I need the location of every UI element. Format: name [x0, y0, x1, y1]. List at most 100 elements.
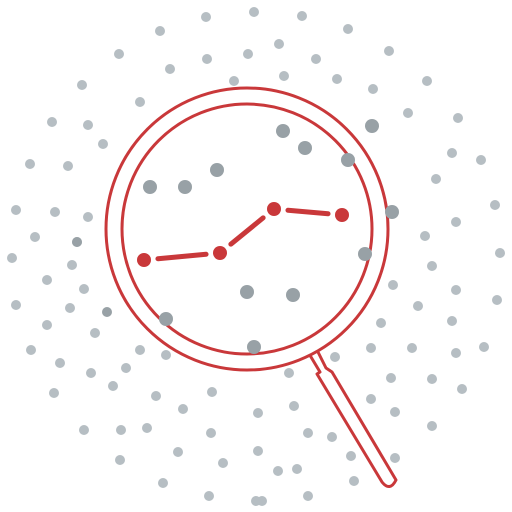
scatter-dot: [279, 71, 289, 81]
scatter-dot: [151, 391, 161, 401]
line-chart-icon: [137, 202, 349, 267]
scatter-dot: [311, 54, 321, 64]
scatter-dot: [403, 108, 413, 118]
scatter-dot: [55, 358, 65, 368]
scatter-dot: [115, 455, 125, 465]
scatter-dot: [476, 155, 486, 165]
scatter-dot: [420, 231, 430, 241]
scatter-dot: [83, 120, 93, 130]
scatter-dot: [121, 363, 131, 373]
scatter-dot: [492, 295, 502, 305]
scatter-dot: [327, 432, 337, 442]
scatter-dot: [79, 425, 89, 435]
scatter-dot: [25, 159, 35, 169]
chart-line-segment: [155, 251, 209, 262]
scatter-dot: [390, 453, 400, 463]
scatter-dot: [77, 80, 87, 90]
scatter-dot: [63, 161, 73, 171]
scatter-dot: [249, 7, 259, 17]
scatter-dot: [386, 373, 396, 383]
scatter-dot: [204, 491, 214, 501]
scatter-dot: [330, 352, 340, 362]
scatter-dot: [495, 248, 505, 258]
scatter-dot: [257, 496, 267, 506]
scatter-dot: [274, 39, 284, 49]
scatter-dot: [490, 200, 500, 210]
magnified-dot: [247, 340, 261, 354]
scatter-dot: [50, 207, 60, 217]
magnified-dot: [385, 205, 399, 219]
scatter-dot: [346, 451, 356, 461]
magnified-dot: [365, 119, 379, 133]
scatter-dot: [155, 26, 165, 36]
scatter-dot: [83, 212, 93, 222]
scatter-dot: [202, 54, 212, 64]
scatter-dot: [173, 447, 183, 457]
magnified-dot: [358, 247, 372, 261]
scatter-dot: [201, 12, 211, 22]
scatter-dot: [407, 343, 417, 353]
scatter-dots-magnified: [143, 119, 399, 354]
scatter-dot: [98, 139, 108, 149]
scatter-dot: [343, 24, 353, 34]
scatter-dot: [229, 76, 239, 86]
scatter-dot: [427, 374, 437, 384]
scatter-dot: [218, 458, 228, 468]
magnified-dot: [298, 141, 312, 155]
scatter-dot: [284, 368, 294, 378]
scatter-dot: [11, 300, 21, 310]
scatter-dot: [451, 217, 461, 227]
scatter-dot: [114, 49, 124, 59]
scatter-dot: [366, 343, 376, 353]
scatter-dot: [30, 232, 40, 242]
magnified-dot: [276, 124, 290, 138]
scatter-dot: [135, 97, 145, 107]
scatter-dot: [47, 117, 57, 127]
magnified-dot: [210, 163, 224, 177]
scatter-dot: [7, 253, 17, 263]
chart-line-segment: [285, 207, 331, 217]
scatter-dot: [49, 388, 59, 398]
scatter-dot: [479, 342, 489, 352]
chart-point: [267, 202, 281, 216]
scatter-dot: [366, 394, 376, 404]
magnified-dot: [178, 180, 192, 194]
scatter-dots-background: [7, 7, 505, 506]
scatter-dot: [457, 384, 467, 394]
scatter-dot: [390, 407, 400, 417]
scatter-dot: [422, 76, 432, 86]
magnifier-handle: [306, 346, 398, 488]
scatter-dot: [297, 11, 307, 21]
scatter-dot: [273, 466, 283, 476]
scatter-dot: [451, 348, 461, 358]
scatter-dot: [253, 408, 263, 418]
scatter-dot: [451, 285, 461, 295]
scatter-dot: [292, 464, 302, 474]
magnified-dot: [240, 285, 254, 299]
scatter-dot: [207, 387, 217, 397]
scatter-dot: [447, 316, 457, 326]
scatter-dot: [11, 205, 21, 215]
scatter-dot: [447, 148, 457, 158]
scatter-dot: [86, 368, 96, 378]
scatter-dot: [158, 478, 168, 488]
scatter-dot: [384, 46, 394, 56]
scatter-dot: [303, 491, 313, 501]
magnified-dot: [341, 153, 355, 167]
scatter-dot: [243, 49, 253, 59]
scatter-dot: [79, 284, 89, 294]
magnified-dot: [286, 288, 300, 302]
scatter-dot: [42, 320, 52, 330]
scatter-dot: [65, 303, 75, 313]
scatter-dot: [178, 404, 188, 414]
scatter-dot: [427, 421, 437, 431]
scatter-dot: [161, 350, 171, 360]
scatter-dot: [26, 345, 36, 355]
magnified-dot: [159, 312, 173, 326]
scatter-dot: [453, 113, 463, 123]
chart-point: [335, 208, 349, 222]
scatter-dot: [388, 280, 398, 290]
scatter-dot: [332, 74, 342, 84]
